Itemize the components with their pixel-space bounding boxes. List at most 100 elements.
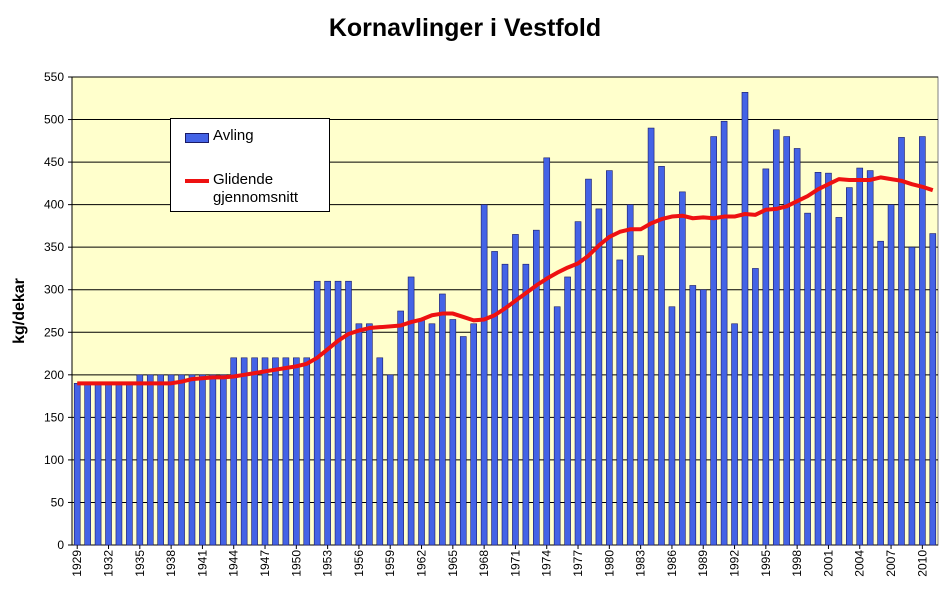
- legend-key: [185, 133, 209, 143]
- bar: [647, 127, 655, 546]
- bar: [470, 323, 477, 546]
- bar: [240, 357, 248, 546]
- bar: [856, 167, 864, 546]
- x-tick-label: 2010: [915, 550, 929, 577]
- bar: [345, 280, 352, 546]
- y-tick-label: 250: [44, 325, 64, 339]
- bar: [846, 187, 853, 546]
- legend-key: [185, 179, 209, 183]
- bar: [710, 136, 717, 546]
- bar: [689, 285, 697, 546]
- x-tick-label: 1983: [634, 550, 648, 577]
- x-tick-label: 1956: [352, 550, 366, 577]
- bar: [386, 374, 394, 546]
- bar: [105, 383, 112, 546]
- bar: [929, 233, 937, 546]
- x-tick-label: 1977: [571, 550, 585, 577]
- line: [77, 175, 934, 386]
- x-tick-label: 1932: [102, 550, 116, 577]
- bar: [178, 374, 185, 546]
- bar: [898, 137, 905, 546]
- bar: [720, 120, 728, 546]
- bar: [73, 383, 81, 546]
- bar: [804, 212, 811, 546]
- x-tick-label: 1962: [415, 550, 429, 577]
- x-tick-label: 1998: [790, 550, 804, 577]
- y-tick-label: 450: [44, 155, 64, 169]
- y-axis-label: kg/dekar: [11, 278, 28, 344]
- bar: [272, 357, 279, 546]
- y-tick-label: 150: [44, 410, 64, 424]
- legend-label: Glidende gjennomsnitt: [213, 171, 299, 206]
- bar: [543, 157, 551, 546]
- x-tick-label: 1947: [258, 550, 272, 577]
- bar: [626, 204, 634, 546]
- bar: [397, 310, 404, 546]
- x-tick-label: 1968: [477, 550, 491, 577]
- bar: [533, 229, 540, 546]
- x-tick-label: 1950: [289, 550, 303, 577]
- bar: [637, 255, 644, 546]
- bar: [126, 383, 133, 546]
- bar: [668, 306, 676, 546]
- x-tick-label: 1971: [508, 550, 522, 577]
- x-tick-label: 1986: [665, 550, 679, 577]
- bar: [115, 383, 123, 546]
- bar: [282, 357, 290, 546]
- bar: [366, 323, 373, 546]
- bar: [480, 204, 488, 546]
- x-tick-label: 1935: [133, 550, 147, 577]
- y-tick-label: 550: [44, 70, 64, 84]
- y-tick-label: 100: [44, 453, 64, 467]
- bar: [167, 374, 175, 546]
- bar: [679, 191, 686, 546]
- bar: [251, 357, 258, 546]
- bar: [699, 289, 707, 546]
- bar: [407, 276, 415, 546]
- bar: [376, 357, 384, 546]
- bar: [439, 293, 446, 546]
- x-tick-label: 1941: [195, 550, 209, 577]
- bar: [146, 374, 154, 546]
- bar: [230, 357, 238, 546]
- bar: [491, 251, 498, 546]
- bar: [553, 306, 561, 546]
- x-tick-label: 1965: [446, 550, 460, 577]
- legend-label: Avling: [213, 127, 254, 144]
- bar: [866, 170, 874, 546]
- x-tick-label: 1953: [321, 550, 335, 577]
- bar: [428, 323, 436, 546]
- bar: [814, 172, 822, 546]
- bar: [741, 92, 749, 546]
- bar: [606, 170, 613, 546]
- x-tick-label: 1980: [602, 550, 616, 577]
- bar: [219, 374, 227, 546]
- bar: [136, 374, 144, 546]
- bar: [459, 336, 467, 546]
- bar: [501, 263, 509, 546]
- bar: [199, 374, 206, 546]
- legend: Avling Glidende gjennomsnitt: [170, 118, 330, 212]
- bar: [595, 208, 603, 546]
- bar: [355, 323, 363, 546]
- bar: [887, 204, 895, 546]
- y-tick-label: 50: [51, 495, 65, 509]
- bar: [261, 357, 269, 546]
- bar: [522, 263, 530, 546]
- bar: [783, 136, 791, 546]
- bar: [762, 168, 770, 546]
- bar: [512, 234, 519, 546]
- x-tick-label: 1938: [164, 550, 178, 577]
- bar: [418, 319, 425, 546]
- bar: [772, 129, 780, 546]
- y-tick-label: 400: [44, 198, 64, 212]
- bar: [585, 178, 592, 546]
- bar: [877, 240, 884, 546]
- bar: [752, 268, 759, 546]
- x-tick-label: 1929: [70, 550, 84, 577]
- x-tick-label: 1944: [227, 550, 241, 577]
- bar: [825, 172, 832, 546]
- x-tick-label: 1992: [728, 550, 742, 577]
- bar: [793, 148, 801, 546]
- x-tick-label: 1995: [759, 550, 773, 577]
